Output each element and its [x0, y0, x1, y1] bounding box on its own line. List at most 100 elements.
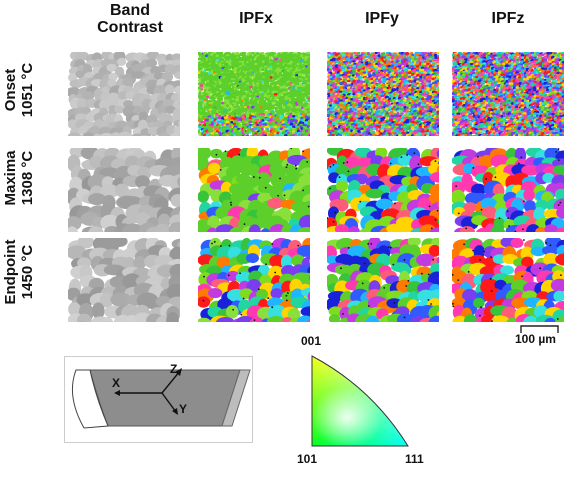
grain — [476, 65, 481, 68]
grain-grey — [135, 175, 150, 189]
grain — [271, 134, 276, 136]
grain — [260, 110, 264, 113]
pore-dot — [242, 297, 245, 300]
pore-dot — [219, 168, 222, 171]
pore-dot — [286, 163, 289, 166]
grain — [205, 123, 209, 127]
grain — [372, 127, 376, 131]
column-header-ipfx: IPFx — [239, 10, 273, 27]
grain — [469, 60, 474, 64]
grain — [437, 202, 439, 208]
grain — [397, 103, 402, 106]
grain — [357, 68, 361, 72]
grain-grey — [166, 283, 180, 301]
grain — [370, 77, 374, 81]
grain — [249, 317, 265, 322]
grain — [251, 73, 255, 77]
grain — [251, 57, 255, 61]
grain — [356, 86, 362, 90]
grain — [370, 119, 375, 122]
grain — [296, 245, 310, 257]
grain — [235, 173, 251, 185]
grain — [256, 172, 271, 186]
ipfy-maxima-map — [327, 148, 439, 232]
pore-dot — [230, 201, 232, 204]
pore-dot — [428, 205, 431, 208]
grain — [436, 67, 439, 70]
grain — [356, 173, 368, 185]
grain — [377, 52, 381, 55]
grain-grey — [99, 132, 114, 136]
grain — [225, 69, 230, 73]
grain — [331, 64, 336, 68]
pore-dot — [277, 194, 280, 197]
grain — [342, 122, 346, 126]
grain — [504, 64, 510, 68]
grain — [339, 81, 344, 86]
grain — [225, 166, 241, 178]
grain — [372, 94, 377, 98]
grain-grey — [150, 135, 156, 136]
pore-dot — [332, 163, 335, 166]
grain — [233, 134, 237, 136]
grain — [392, 99, 396, 102]
grain — [225, 305, 239, 319]
grain — [336, 57, 342, 61]
pore-dot — [285, 299, 288, 302]
grain — [286, 84, 290, 87]
pore-dot — [258, 176, 261, 179]
grain — [407, 238, 421, 247]
grain — [264, 97, 268, 101]
grain — [385, 92, 389, 96]
grain — [289, 122, 294, 127]
pore-dot — [257, 288, 260, 291]
grain — [233, 122, 236, 126]
grain — [210, 125, 214, 129]
grain — [389, 64, 395, 68]
pore-dot — [227, 274, 230, 277]
grain — [334, 224, 349, 232]
grain — [338, 131, 344, 135]
row-temperature: 1051 °C — [19, 62, 36, 118]
grain — [235, 86, 241, 90]
grain — [357, 52, 361, 55]
grain — [395, 97, 399, 101]
grain — [354, 95, 359, 99]
grain-grey — [110, 292, 132, 307]
grain — [266, 125, 270, 128]
grain — [309, 258, 310, 264]
grain — [218, 66, 222, 70]
grain — [213, 75, 217, 79]
grain — [389, 99, 393, 103]
grain — [238, 125, 243, 129]
grain — [454, 56, 459, 59]
grain — [271, 106, 276, 109]
grain — [331, 103, 337, 108]
pore-dot — [271, 243, 274, 245]
grain — [367, 103, 372, 107]
grain — [346, 77, 350, 81]
grain — [387, 67, 392, 71]
band-contrast-onset-map — [68, 52, 180, 136]
grain-grey — [88, 226, 104, 232]
grain — [410, 65, 415, 68]
grain — [403, 123, 408, 127]
grain — [249, 75, 253, 79]
grain — [292, 64, 296, 68]
grain — [236, 88, 240, 92]
grain — [227, 62, 232, 66]
grain — [246, 105, 251, 109]
pore-dot — [267, 297, 270, 300]
grain — [245, 131, 250, 135]
grain — [289, 82, 293, 85]
grain — [263, 88, 269, 92]
grain — [546, 52, 551, 55]
grain — [281, 112, 285, 116]
grain — [266, 92, 271, 96]
pore-dot — [238, 153, 241, 156]
grain — [436, 108, 439, 111]
grain — [388, 122, 393, 127]
grain — [286, 77, 291, 81]
grain — [482, 62, 487, 66]
grain — [382, 77, 388, 81]
